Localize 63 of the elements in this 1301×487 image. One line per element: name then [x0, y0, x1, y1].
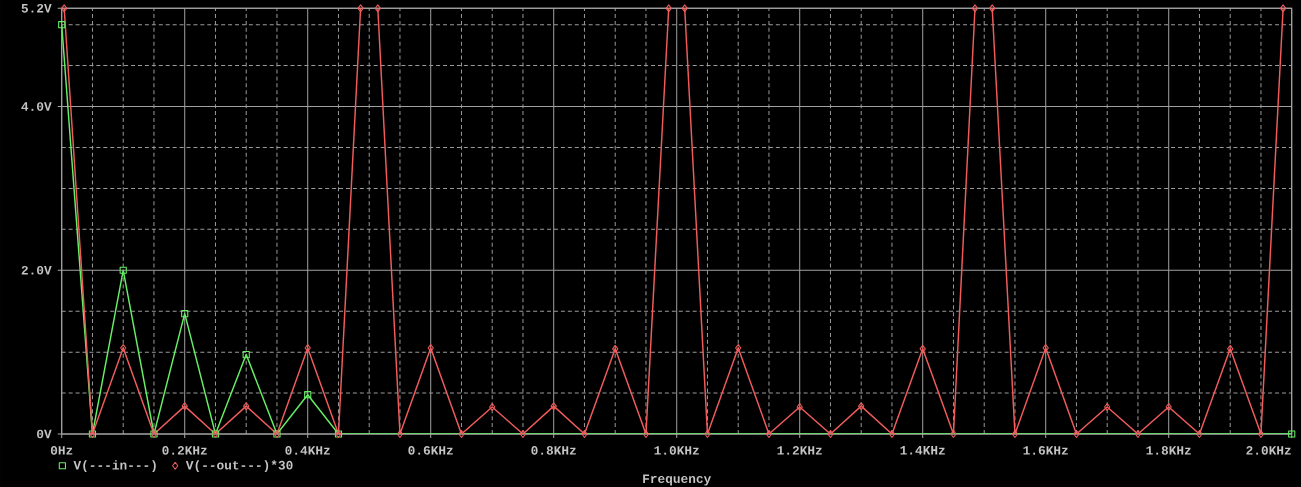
- x-tick-label: 0.2KHz: [162, 446, 207, 455]
- point: [181, 402, 188, 411]
- legend-label: V(---in---): [73, 460, 156, 473]
- point: [827, 430, 834, 439]
- point: [581, 430, 588, 439]
- point: [1165, 402, 1172, 411]
- x-tick-label: 1.4KHz: [900, 446, 945, 455]
- point: [765, 430, 773, 439]
- point: [120, 344, 127, 353]
- point: [304, 391, 312, 399]
- point: [989, 4, 996, 13]
- point: [642, 430, 650, 439]
- x-axis-title: Frequency: [643, 474, 712, 486]
- y-tick-label: 2.0V: [21, 265, 52, 275]
- point: [1196, 430, 1203, 439]
- x-tick-label: 0.4KHz: [285, 446, 330, 455]
- point: [458, 430, 465, 439]
- x-tick-label: 0.8KHz: [531, 446, 576, 455]
- point: [61, 4, 68, 13]
- point: [919, 344, 926, 353]
- point: [427, 344, 434, 353]
- point: [304, 344, 311, 353]
- point: [858, 402, 865, 411]
- y-tick-label: 0V: [37, 429, 52, 439]
- x-tick-label: 0.6KHz: [408, 446, 453, 455]
- point: [58, 21, 66, 29]
- legend-label: V(--out---)*30: [185, 460, 293, 473]
- point: [681, 4, 688, 13]
- point: [396, 430, 404, 439]
- point: [243, 402, 250, 411]
- x-tick-label: 1.2KHz: [777, 446, 822, 455]
- point: [796, 402, 803, 411]
- point: [971, 4, 979, 13]
- point: [735, 344, 742, 353]
- point: [550, 402, 557, 411]
- point: [888, 430, 896, 439]
- point: [1104, 402, 1111, 411]
- point: [519, 430, 527, 439]
- point: [1279, 4, 1287, 13]
- x-tick-label: 0Hz: [50, 446, 73, 455]
- point: [489, 402, 496, 411]
- y-tick-label: 4.0V: [21, 102, 52, 111]
- point: [1011, 430, 1019, 439]
- point: [119, 266, 127, 274]
- point: [704, 430, 711, 439]
- point: [1042, 344, 1049, 353]
- point: [374, 4, 381, 13]
- x-tick-label: 1.0KHz: [654, 446, 699, 455]
- x-tick-label: 1.8KHz: [1146, 446, 1191, 455]
- point: [612, 344, 619, 353]
- point: [1257, 430, 1265, 439]
- point: [357, 4, 364, 13]
- point: [665, 4, 672, 13]
- point: [950, 430, 957, 439]
- x-tick-label: 2.0KHz: [1246, 446, 1291, 455]
- point: [181, 310, 189, 318]
- point: [1227, 344, 1234, 353]
- y-tick-label: 5.2V: [21, 3, 52, 13]
- point: [1134, 430, 1142, 439]
- point: [242, 350, 250, 359]
- point: [1288, 430, 1296, 438]
- x-tick-label: 1.6KHz: [1023, 446, 1068, 455]
- point: [1073, 430, 1080, 439]
